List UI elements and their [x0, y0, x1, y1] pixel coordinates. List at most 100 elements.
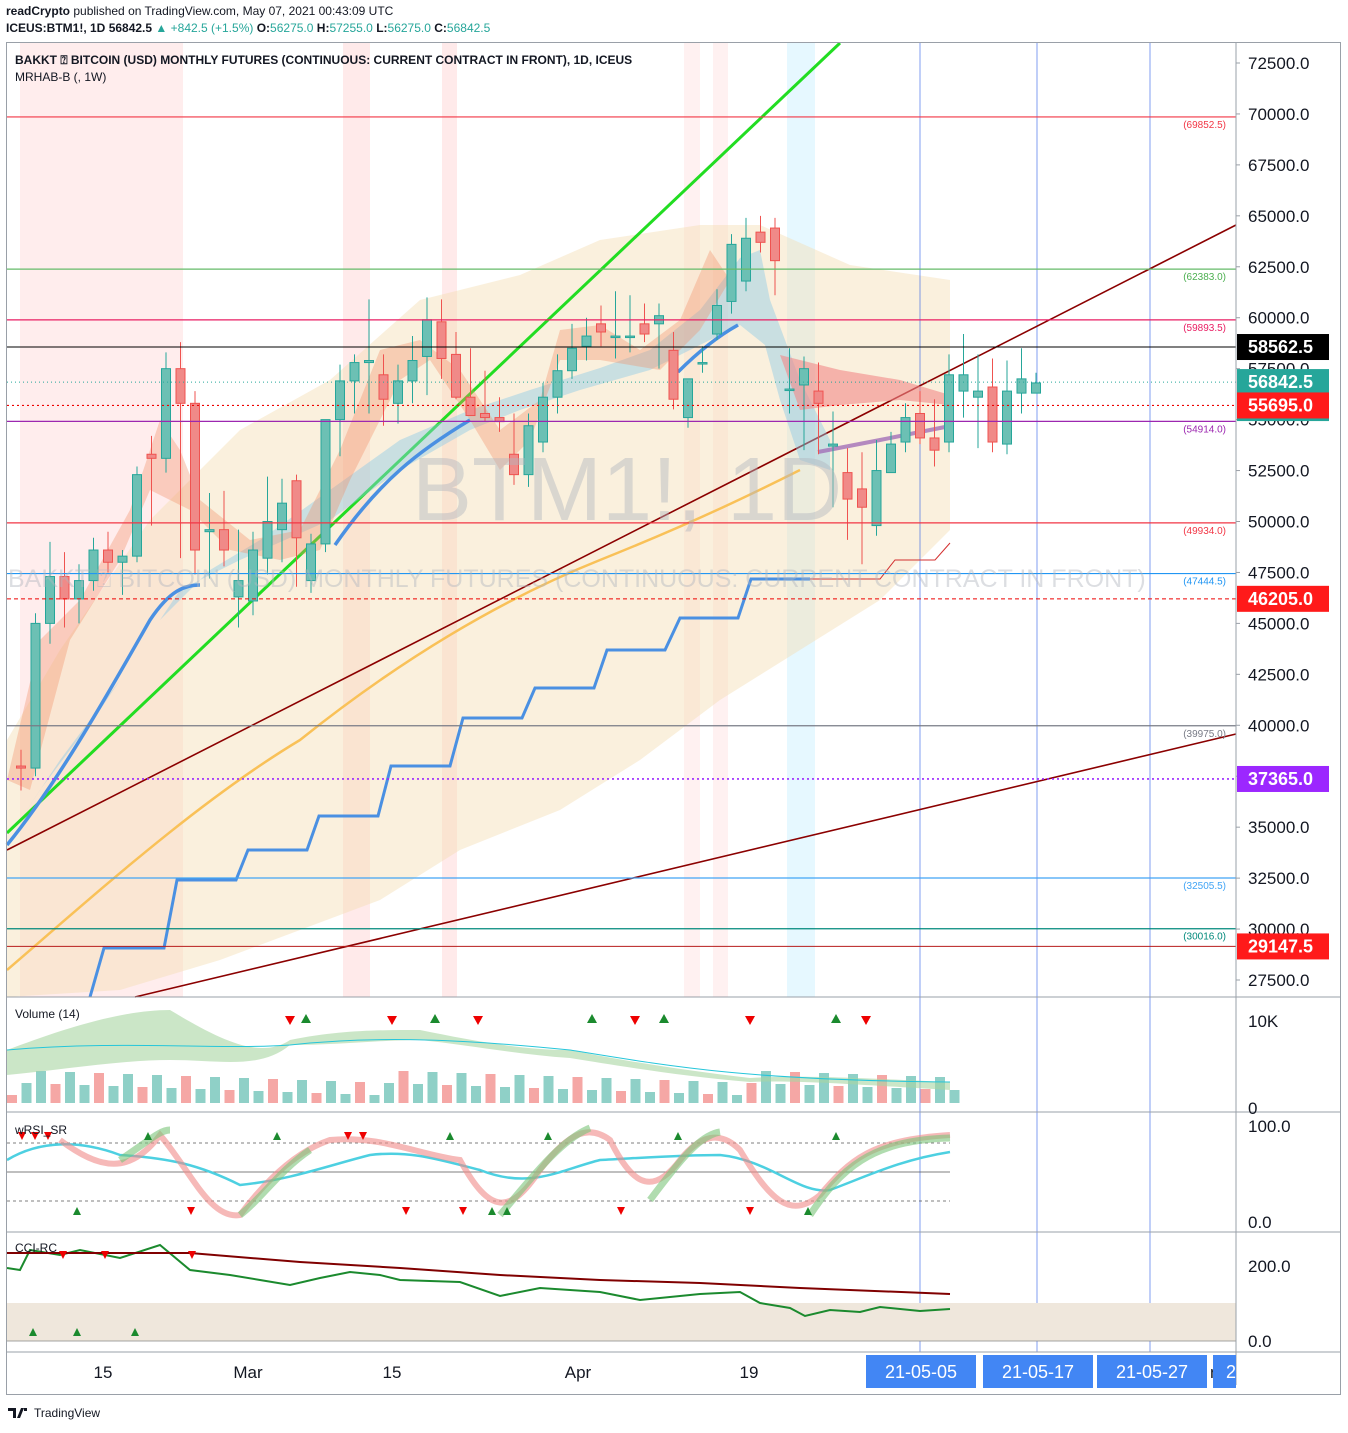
- volume-bar: [616, 1091, 626, 1103]
- candle-body: [958, 374, 969, 392]
- volume-bar: [848, 1074, 858, 1103]
- price-badge: [1237, 585, 1329, 612]
- candle-body: [320, 419, 331, 545]
- cci-signal-line: [7, 1252, 951, 1295]
- chart-canvas[interactable]: (69852.5) (62383.0) (59893.5) (54914.0) (499…: [0, 0, 1348, 1400]
- price-tick-label: 65000.0: [1248, 207, 1309, 226]
- price-tick-label: 52500.0: [1248, 462, 1309, 481]
- candle-body: [233, 580, 244, 598]
- cci-signal-up-icon: [131, 1328, 139, 1336]
- volume-bar: [514, 1075, 525, 1103]
- candle-body: [277, 502, 287, 531]
- tradingview-footer: TradingView: [8, 1406, 100, 1420]
- publisher: readCrypto: [6, 4, 71, 18]
- volume-bar: [833, 1086, 844, 1103]
- published-line: published on TradingView.com, May 07, 20…: [73, 4, 394, 18]
- volume-bar: [587, 1090, 597, 1103]
- rsi-pane-title: wRSI_SR: [14, 1123, 67, 1137]
- time-axis-label: 15: [94, 1363, 113, 1382]
- volume-bar: [137, 1087, 148, 1103]
- price-badge-label: 37365.0: [1248, 769, 1313, 789]
- close-value: 56842.5: [446, 21, 491, 35]
- candle-body: [581, 335, 592, 347]
- volume-bar: [485, 1074, 496, 1103]
- volume-signal-down-icon: [630, 1016, 640, 1025]
- candle-body: [813, 390, 824, 404]
- candle-body: [509, 453, 519, 476]
- rsi-signal-up-icon: [674, 1132, 682, 1140]
- candle-body: [944, 374, 954, 443]
- candle-body: [1016, 378, 1027, 394]
- volume-bar: [732, 1095, 742, 1103]
- level-label: (62383.0): [1183, 272, 1226, 283]
- candle-body: [175, 368, 186, 404]
- volume-bar: [297, 1080, 307, 1103]
- rsi-signal-up-icon: [144, 1132, 152, 1140]
- cci-signal-up-icon: [73, 1328, 81, 1336]
- price-badge: [1237, 765, 1329, 792]
- candle-body: [407, 360, 418, 382]
- volume-bar: [36, 1071, 46, 1103]
- rsi-signal-down-icon: [359, 1132, 367, 1140]
- highlight-band: [713, 43, 728, 997]
- level-label: (30016.0): [1183, 932, 1226, 943]
- candle-body: [132, 474, 142, 557]
- price-tick-label: 45000.0: [1248, 614, 1309, 633]
- volume-bar: [659, 1080, 670, 1103]
- volume-bar: [369, 1095, 380, 1103]
- rsi-signal-down-icon: [44, 1132, 52, 1140]
- volume-bar: [50, 1084, 61, 1103]
- price-badge-label: 29147.5: [1248, 936, 1313, 956]
- volume-ma-cloud: [7, 1010, 950, 1090]
- candle-body: [900, 417, 911, 443]
- level-label: (47444.5): [1183, 577, 1226, 588]
- volume-bar: [688, 1081, 699, 1103]
- rsi-line: [6, 1143, 951, 1192]
- candle-body: [204, 529, 215, 533]
- volume-bar: [543, 1076, 554, 1103]
- volume-signal-up-icon: [301, 1014, 311, 1023]
- volume-bar: [456, 1073, 467, 1103]
- volume-bar: [746, 1083, 757, 1103]
- candle-body: [465, 396, 476, 417]
- main-pane-title: BAKKT ⍰ BITCOIN (USD) MONTHLY FUTURES (C…: [15, 53, 632, 67]
- volume-bar: [529, 1088, 539, 1103]
- price-badge: [1237, 933, 1329, 960]
- level-label: (59893.5): [1183, 323, 1226, 334]
- rsi-signal-down-icon: [617, 1207, 625, 1215]
- volume-bar: [65, 1072, 75, 1103]
- tradingview-label: TradingView: [34, 1406, 101, 1420]
- volume-bar: [94, 1073, 104, 1103]
- blue-trend-cloud: [7, 250, 830, 840]
- candle-body: [451, 353, 461, 398]
- candle-body: [538, 396, 548, 443]
- volume-signal-down-icon: [387, 1016, 397, 1025]
- tradingview-logo-icon: [8, 1406, 30, 1420]
- candle-body: [596, 323, 606, 333]
- price-tick-label: 62500.0: [1248, 258, 1309, 277]
- volume-bar: [804, 1085, 815, 1103]
- rsi-signal-up-icon: [503, 1207, 511, 1215]
- purple-ma-line: [817, 424, 951, 454]
- high-value: 57255.0: [329, 21, 373, 35]
- volume-signal-up-icon: [430, 1014, 440, 1023]
- cci-axis-label: 0.0: [1248, 1332, 1272, 1351]
- volume-bar: [920, 1089, 931, 1103]
- volume-bar: [601, 1078, 612, 1103]
- price-badge-label: 56842.5: [1248, 372, 1313, 392]
- date-badge: [1097, 1355, 1207, 1388]
- volume-bar: [906, 1076, 916, 1103]
- rsi-axis-label: 100.0: [1248, 1117, 1291, 1136]
- cci-signal-up-icon: [29, 1328, 37, 1336]
- darkred-trendline-upper: [6, 224, 1237, 851]
- price-tick-label: 32500.0: [1248, 869, 1309, 888]
- rsi-signal-up-icon: [446, 1132, 454, 1140]
- volume-bar: [195, 1089, 206, 1103]
- volume-bar: [761, 1071, 771, 1103]
- candle-body: [973, 390, 983, 398]
- candle-body: [88, 549, 99, 582]
- candle-body: [610, 335, 621, 339]
- volume-bar: [268, 1079, 278, 1103]
- price-badge-label: 46205.0: [1248, 589, 1313, 609]
- volume-bar: [442, 1085, 452, 1103]
